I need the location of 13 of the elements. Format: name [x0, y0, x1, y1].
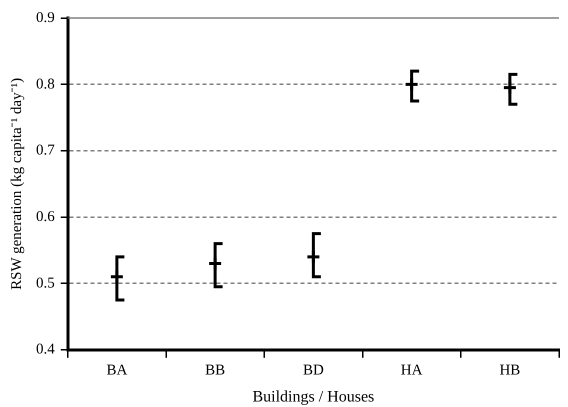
y-tick-label: 0.4 [36, 342, 56, 358]
y-tick-label: 0.6 [36, 209, 56, 226]
x-tick-label: HB [499, 362, 520, 379]
y-tick-label: 0.8 [36, 76, 55, 92]
x-tick-label: BD [302, 362, 324, 379]
x-axis-title: Buildings / Houses [252, 388, 374, 406]
y-tick-label: 0.9 [36, 10, 55, 26]
x-tick-label: BB [205, 362, 226, 379]
y-tick-label: 0.5 [36, 275, 55, 292]
y-axis-title: RSW generation (kg capita⁻¹ day⁻¹) [8, 78, 25, 290]
x-tick-label: BA [106, 362, 128, 379]
x-tick-label: HA [400, 362, 423, 379]
y-tick-label: 0.7 [36, 142, 56, 159]
